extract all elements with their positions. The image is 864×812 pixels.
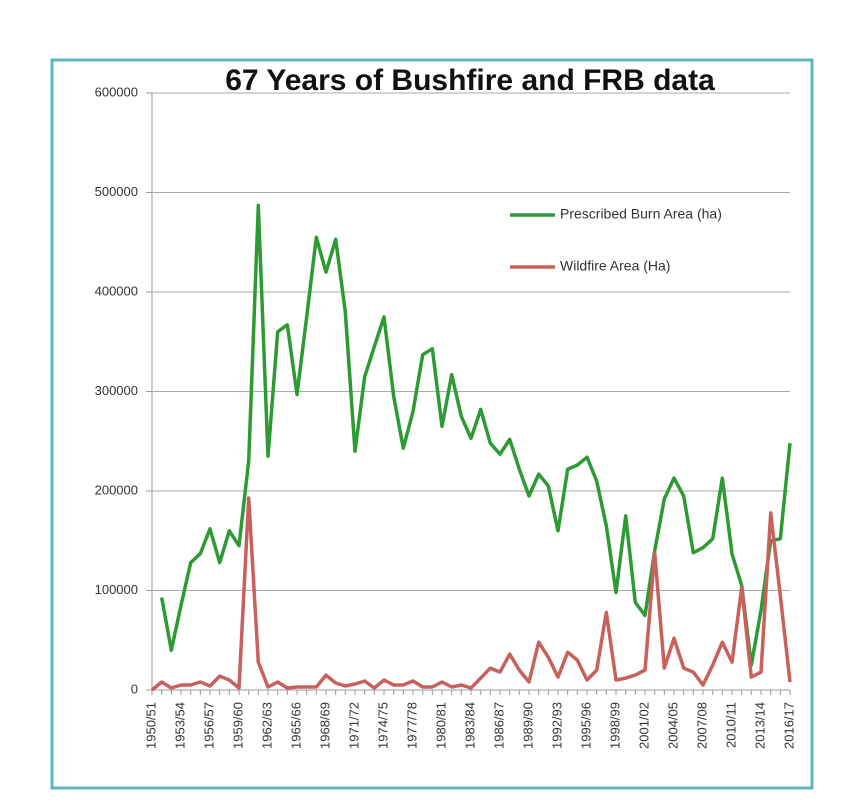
y-tick-label: 100000: [95, 582, 138, 597]
x-tick-label: 1953/54: [172, 702, 187, 749]
y-tick-label: 200000: [95, 482, 138, 497]
x-tick-label: 1992/93: [549, 702, 564, 749]
x-tick-label: 1989/90: [520, 702, 535, 749]
frame: [50, 58, 814, 790]
x-tick-label: 2001/02: [636, 702, 651, 749]
x-tick-label: 1959/60: [230, 702, 245, 749]
x-tick-label: 1965/66: [288, 702, 303, 749]
y-tick-label: 600000: [95, 84, 138, 99]
x-tick-label: 1986/87: [491, 702, 506, 749]
x-tick-label: 1983/84: [462, 702, 477, 749]
y-tick-label: 0: [131, 681, 138, 696]
x-tick-label: 2016/17: [781, 702, 796, 749]
x-tick-label: 1977/78: [404, 702, 419, 749]
x-tick-label: 1971/72: [346, 702, 361, 749]
y-tick-label: 400000: [95, 283, 138, 298]
x-tick-label: 2007/08: [694, 702, 709, 749]
legend-label: Wildfire Area (Ha): [560, 258, 670, 274]
x-tick-label: 1956/57: [201, 702, 216, 749]
y-tick-label: 300000: [95, 383, 138, 398]
x-tick-label: 1950/51: [143, 702, 158, 749]
x-tick-label: 1995/96: [578, 702, 593, 749]
x-tick-label: 1980/81: [433, 702, 448, 749]
x-tick-label: 1974/75: [375, 702, 390, 749]
x-tick-label: 2004/05: [665, 702, 680, 749]
y-tick-label: 500000: [95, 184, 138, 199]
x-tick-label: 2010/11: [723, 702, 738, 748]
chart-title: 67 Years of Bushfire and FRB data: [225, 64, 715, 97]
x-tick-label: 1998/99: [607, 702, 622, 749]
series-line: [150, 496, 792, 692]
series-line: [159, 203, 792, 667]
legend-label: Prescribed Burn Area (ha): [560, 206, 722, 222]
x-tick-label: 2013/14: [752, 702, 767, 749]
x-tick-label: 1968/69: [317, 702, 332, 749]
x-tick-label: 1962/63: [259, 702, 274, 749]
